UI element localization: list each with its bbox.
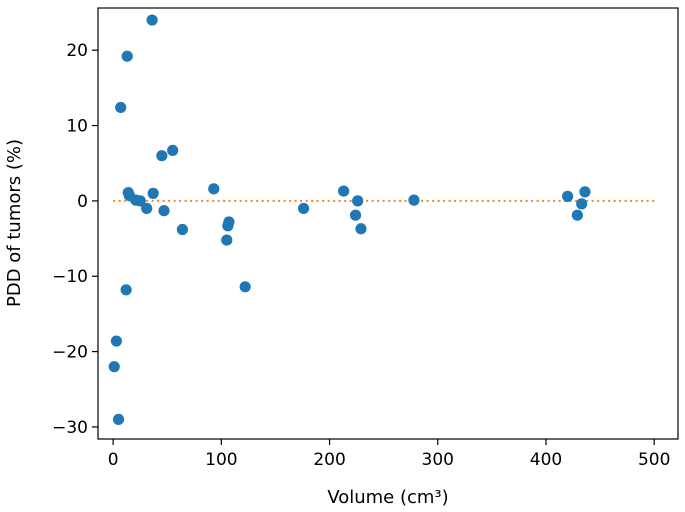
plot-area-frame (97, 7, 679, 440)
data-point-27 (355, 223, 367, 235)
data-point-2 (110, 335, 122, 347)
y-tick-label: 0 (77, 192, 88, 212)
x-tick-label: 400 (530, 450, 562, 470)
x-axis-label: Volume (cm³) (327, 487, 448, 508)
data-point-13 (147, 187, 159, 199)
data-point-18 (208, 183, 220, 195)
data-point-30 (571, 209, 583, 221)
y-tick-label: 10 (66, 117, 88, 137)
data-point-26 (352, 195, 364, 207)
data-point-31 (576, 198, 588, 210)
x-tick-label: 300 (422, 450, 454, 470)
x-tick-label: 100 (205, 450, 237, 470)
y-tick-label: 20 (66, 41, 88, 61)
data-point-23 (297, 202, 310, 215)
data-point-28 (408, 194, 420, 206)
data-point-25 (349, 209, 362, 221)
data-point-6 (121, 50, 133, 62)
y-tick-label: −20 (52, 343, 88, 363)
y-tick-label: −10 (52, 267, 88, 287)
x-tick-label: 0 (108, 450, 119, 470)
data-point-29 (562, 190, 574, 202)
data-point-11 (141, 202, 153, 215)
data-point-19 (221, 234, 233, 246)
data-point-17 (176, 223, 189, 236)
data-point-22 (239, 281, 251, 293)
data-point-32 (579, 186, 591, 198)
data-point-12 (146, 14, 158, 26)
data-point-10 (134, 195, 146, 207)
data-point-5 (120, 284, 132, 296)
data-point-3 (112, 413, 125, 426)
data-point-4 (115, 101, 127, 114)
data-point-24 (338, 185, 350, 197)
data-point-21 (223, 216, 235, 228)
data-point-1 (108, 361, 120, 373)
y-tick-label: −30 (52, 418, 88, 438)
data-point-15 (158, 205, 170, 217)
data-point-14 (156, 150, 168, 162)
data-point-16 (167, 144, 179, 157)
x-tick-label: 500 (638, 450, 670, 470)
y-axis-label: PDD of tumors (%) (4, 139, 25, 307)
x-tick-label: 200 (313, 450, 345, 470)
